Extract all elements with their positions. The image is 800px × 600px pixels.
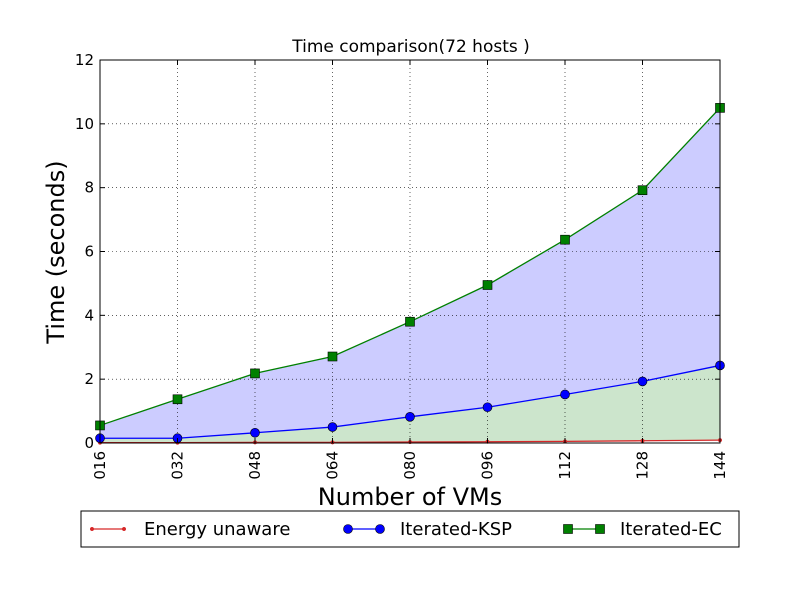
x-tick-label: 032: [169, 451, 187, 480]
x-tick-label: 048: [246, 451, 264, 480]
x-axis-label: Number of VMs: [318, 483, 502, 511]
legend-label-energy-unaware: Energy unaware: [144, 519, 290, 540]
data-point-iterated-ksp: [250, 427, 260, 438]
fill-energy-unaware-to-iterated-ksp: [100, 365, 720, 443]
x-tick-label: 016: [91, 451, 109, 480]
fill-iterated-ksp-to-iterated-ec: [100, 107, 720, 439]
legend-marker-energy-unaware: [89, 526, 95, 532]
data-point-iterated-ksp: [637, 376, 648, 387]
data-point-iterated-ec: [482, 280, 493, 290]
y-tick-label: 10: [75, 115, 94, 133]
legend-marker-energy-unaware: [121, 526, 127, 532]
data-point-iterated-ksp: [560, 389, 570, 400]
legend-marker-iterated-ec: [563, 524, 573, 534]
data-point-iterated-ec: [250, 368, 260, 379]
y-axis-label: Time (seconds): [42, 160, 70, 344]
y-tick-label: 6: [84, 243, 94, 261]
x-tick-label: 064: [324, 451, 342, 480]
data-point-iterated-ksp: [327, 422, 338, 432]
y-tick-label: 2: [84, 370, 94, 388]
data-point-iterated-ec: [172, 394, 183, 405]
data-point-iterated-ksp: [405, 412, 415, 422]
y-tick-label: 4: [84, 306, 94, 324]
data-point-iterated-ksp: [482, 402, 493, 413]
x-tick-label: 144: [711, 451, 729, 480]
x-tick-label: 128: [634, 451, 652, 480]
grid: [100, 60, 720, 443]
data-point-iterated-ec: [637, 185, 648, 196]
y-tick-label: 8: [84, 179, 94, 197]
axis-ticks: [99, 59, 721, 444]
x-tick-label: 080: [401, 451, 419, 480]
y-tick-label: 12: [75, 51, 94, 69]
data-point-iterated-ec: [560, 234, 570, 245]
data-point-iterated-ec: [405, 316, 415, 327]
x-tick-label: 112: [556, 451, 574, 480]
chart-title: Time comparison(72 hosts ): [291, 37, 530, 57]
legend: Energy unaware Iterated-KSP Iterated-EC: [80, 510, 740, 548]
legend-marker-iterated-ec: [595, 524, 605, 534]
fill-areas: [100, 107, 720, 443]
data-point-iterated-ec: [327, 351, 338, 362]
legend-frame: [80, 510, 740, 548]
legend-marker-iterated-ksp: [343, 524, 353, 534]
y-tick-labels: 0 2 4 6 8 10 12: [75, 51, 94, 452]
y-tick-label: 0: [84, 434, 94, 452]
legend-marker-iterated-ksp: [375, 524, 385, 534]
legend-label-iterated-ksp: Iterated-KSP: [400, 519, 512, 540]
legend-label-iterated-ec: Iterated-EC: [620, 519, 722, 540]
x-tick-labels: 016 032 048 064 080 096 112 128 144: [91, 451, 729, 480]
x-tick-label: 096: [479, 451, 497, 480]
